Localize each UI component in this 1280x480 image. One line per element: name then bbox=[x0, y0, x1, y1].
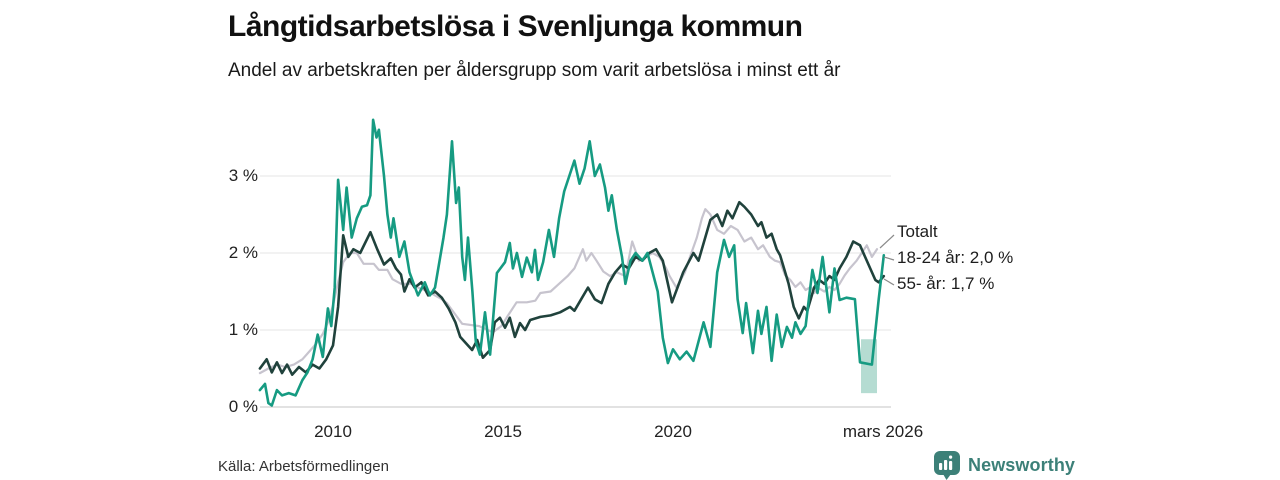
x-tick-label: mars 2026 bbox=[842, 422, 924, 441]
label-leader-line bbox=[883, 256, 895, 261]
line-totalt bbox=[258, 208, 879, 375]
x-tick-label: 2020 bbox=[654, 422, 692, 441]
line-18-24-r bbox=[258, 118, 886, 407]
y-tick-label: 1 % bbox=[228, 320, 258, 339]
y-tick-label: 0 % bbox=[228, 397, 258, 416]
y-tick-label: 2 % bbox=[228, 243, 258, 262]
page-title: Långtidsarbetslösa i Svenljunga kommun bbox=[228, 10, 803, 43]
label-leader-line bbox=[879, 234, 895, 249]
y-tick-label: 3 % bbox=[228, 166, 258, 185]
series-label-totalt: Totalt bbox=[897, 222, 938, 241]
line-55-r bbox=[258, 200, 886, 377]
x-tick-label: 2015 bbox=[484, 422, 522, 441]
newsworthy-icon bbox=[934, 451, 960, 480]
series-label-55: 55- år: 1,7 % bbox=[897, 274, 995, 293]
series-label-18-24: 18-24 år: 2,0 % bbox=[897, 248, 1014, 267]
label-leader-line bbox=[883, 278, 895, 286]
source-note: Källa: Arbetsförmedlingen bbox=[218, 458, 389, 475]
x-tick-label: 2010 bbox=[314, 422, 352, 441]
brand-logo: Newsworthy bbox=[933, 450, 1075, 480]
page-subtitle: Andel av arbetskraften per åldersgrupp s… bbox=[228, 60, 841, 81]
brand-name: Newsworthy bbox=[968, 455, 1076, 475]
